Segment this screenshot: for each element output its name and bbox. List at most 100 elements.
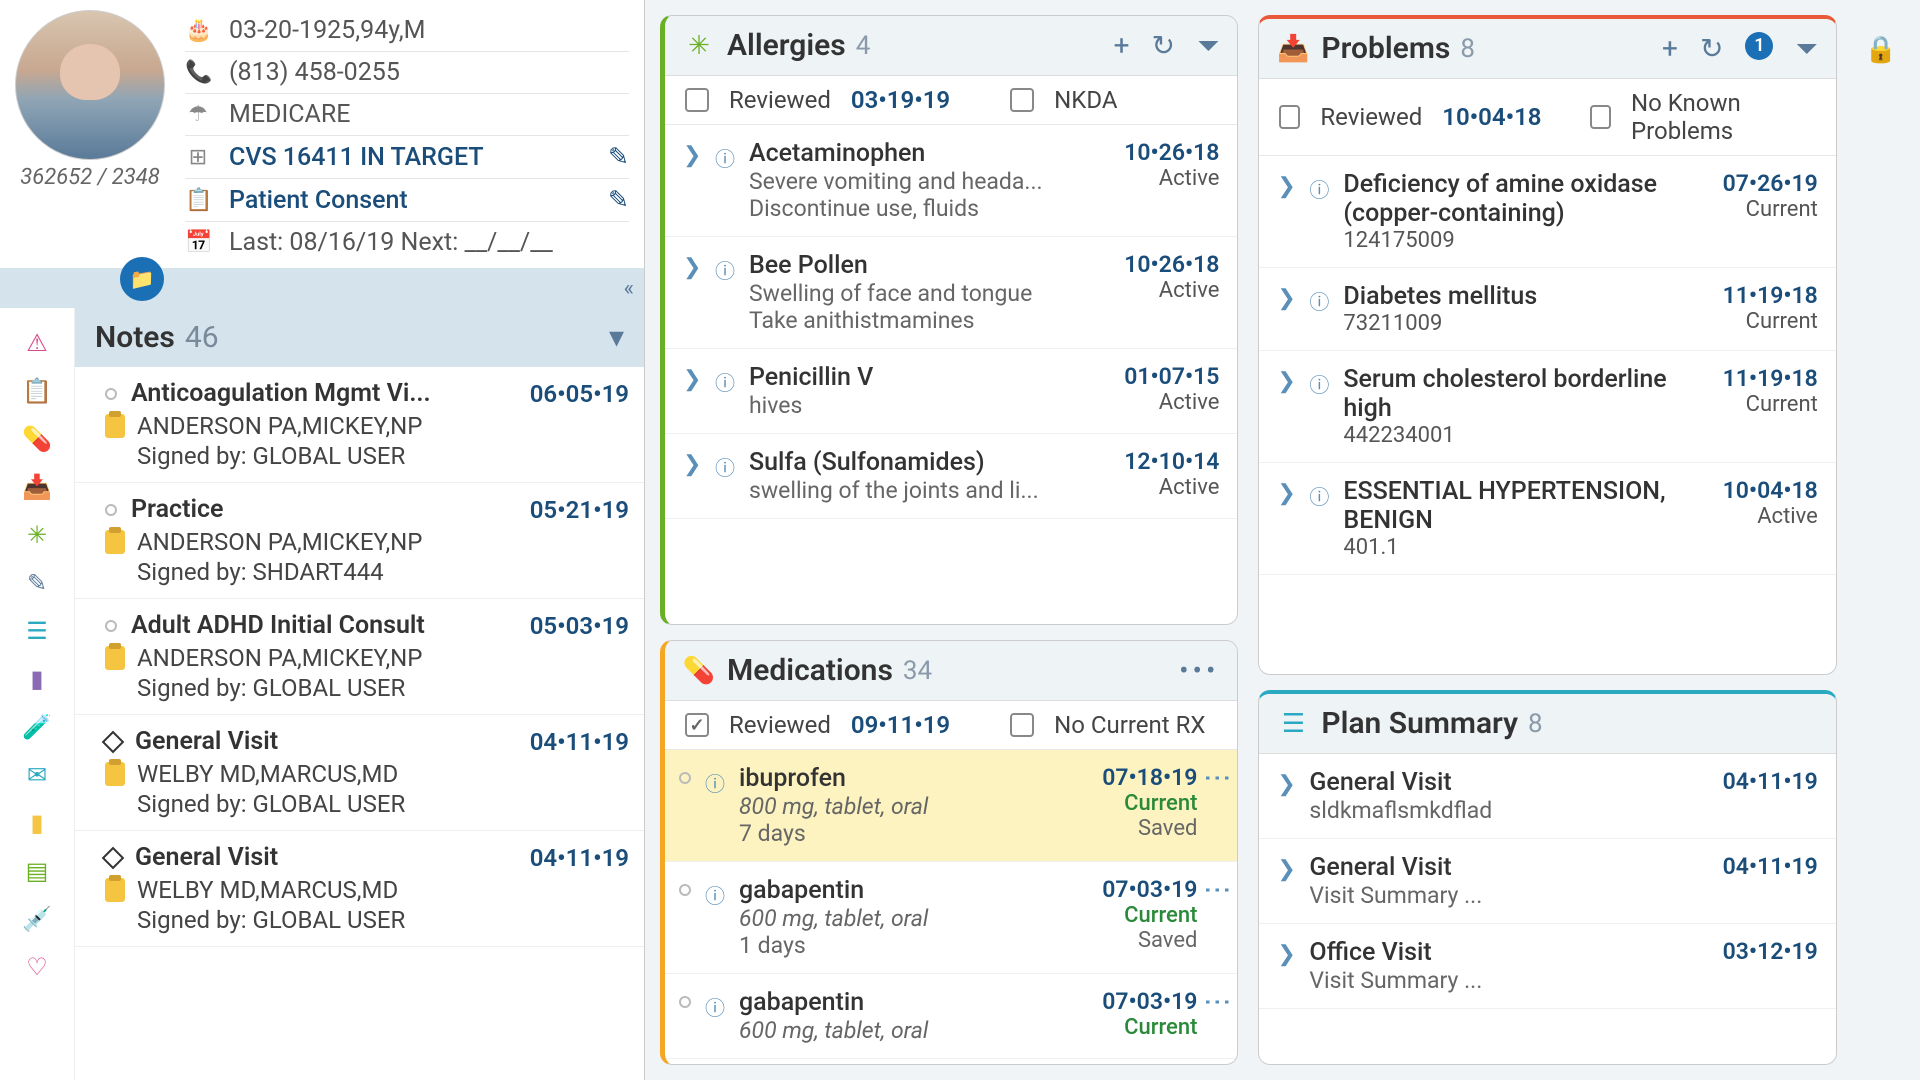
note-item[interactable]: Adult ADHD Initial Consult05•03•19 ANDER…: [75, 599, 644, 715]
chevron-icon[interactable]: ❯: [683, 255, 701, 334]
pencil-icon[interactable]: ✎: [22, 568, 52, 598]
history-allergy-icon[interactable]: ↻: [1152, 29, 1175, 63]
chevron-icon[interactable]: ❯: [1277, 857, 1295, 909]
history-problem-icon[interactable]: ↻: [1700, 32, 1723, 66]
problems-badge[interactable]: 1: [1745, 32, 1773, 60]
allergy-entry[interactable]: ❯ ⓘ Penicillin Vhives 01•07•15Active: [665, 349, 1237, 434]
allergies-reviewed-checkbox[interactable]: [685, 88, 709, 112]
chevron-icon[interactable]: ❯: [1277, 772, 1295, 824]
heart-icon[interactable]: ♡: [22, 952, 52, 982]
problem-entry[interactable]: ❯ ⓘ Serum cholesterol borderline high442…: [1259, 351, 1835, 463]
notes-dropdown-icon[interactable]: ▾: [609, 320, 624, 355]
medications-count: 34: [903, 656, 932, 686]
note-item[interactable]: General Visit04•11•19 WELBY MD,MARCUS,MD…: [75, 831, 644, 947]
medication-entry[interactable]: ⓘ gabapentin600 mg, tablet, oral 07•03•1…: [665, 974, 1237, 1059]
dob-text: 03-20-1925,94y,M: [229, 16, 426, 45]
info-icon[interactable]: ⓘ: [715, 143, 735, 222]
nkda-checkbox[interactable]: [1010, 88, 1034, 112]
pill-icon[interactable]: 💊: [22, 424, 52, 454]
chevron-icon[interactable]: ❯: [1277, 369, 1295, 448]
note-item[interactable]: General Visit04•11•19 WELBY MD,MARCUS,MD…: [75, 715, 644, 831]
medications-card: 💊 Medications 34 ••• Reviewed 09•11•19 N…: [660, 640, 1238, 1065]
problems-card: 📥 Problems 8 + ↻ 1 ⏷ Reviewed 10•04•18: [1258, 15, 1836, 675]
star-icon[interactable]: ✳: [22, 520, 52, 550]
alert-icon[interactable]: ⚠: [22, 328, 52, 358]
strip-lock-icon[interactable]: 🔒: [1865, 35, 1897, 65]
allergies-reviewed-label: Reviewed: [729, 86, 831, 114]
inbox-icon[interactable]: 📥: [22, 472, 52, 502]
info-icon[interactable]: ⓘ: [705, 992, 725, 1021]
add-problem-icon[interactable]: +: [1662, 32, 1678, 66]
add-allergy-icon[interactable]: +: [1114, 29, 1130, 63]
med-more-icon[interactable]: ⋮: [1211, 876, 1223, 900]
problem-entry[interactable]: ❯ ⓘ Diabetes mellitus73211009 11•19•18Cu…: [1259, 268, 1835, 351]
info-icon[interactable]: ⓘ: [705, 768, 725, 797]
info-icon[interactable]: ⓘ: [715, 452, 735, 504]
chevron-icon[interactable]: ❯: [1277, 942, 1295, 994]
med-more-icon[interactable]: ⋮: [1211, 988, 1223, 1012]
chevron-icon[interactable]: ❯: [683, 143, 701, 222]
filter-problem-icon[interactable]: ⏷: [1795, 32, 1817, 66]
clipboard-icon: 📋: [185, 188, 211, 213]
info-icon[interactable]: ⓘ: [705, 880, 725, 909]
problems-reviewed-label: Reviewed: [1320, 103, 1422, 131]
book-icon[interactable]: ▮: [22, 664, 52, 694]
chevron-icon[interactable]: ❯: [683, 452, 701, 504]
notes-count: 46: [185, 320, 219, 355]
chevron-icon[interactable]: ❯: [1277, 481, 1295, 560]
notes-header[interactable]: Notes 46 ▾: [75, 308, 644, 367]
medications-icon: 💊: [683, 655, 715, 687]
info-icon[interactable]: ⓘ: [715, 255, 735, 334]
consent-link[interactable]: Patient Consent: [229, 186, 408, 215]
noproblems-checkbox[interactable]: [1590, 105, 1611, 129]
norx-checkbox[interactable]: [1010, 713, 1034, 737]
list-icon[interactable]: ☰: [22, 616, 52, 646]
collapse-icon[interactable]: «: [624, 276, 634, 301]
chevron-icon[interactable]: ❯: [1277, 286, 1295, 336]
medication-entry[interactable]: ⓘ ibuprofen800 mg, tablet, oral7 days 07…: [665, 750, 1237, 862]
sticky-icon[interactable]: ▮: [22, 808, 52, 838]
info-icon[interactable]: ⓘ: [1309, 369, 1329, 448]
edit-pharmacy-icon[interactable]: ✎: [608, 142, 629, 172]
edit-consent-icon[interactable]: ✎: [608, 185, 629, 215]
plan-entry[interactable]: ❯ General VisitVisit Summary ... 04•11•1…: [1259, 839, 1835, 924]
problems-reviewed-checkbox[interactable]: [1279, 105, 1300, 129]
chevron-icon[interactable]: ❯: [683, 367, 701, 419]
mail-icon[interactable]: ✉: [22, 760, 52, 790]
allergies-icon: ✳: [683, 30, 715, 62]
medications-more-icon[interactable]: •••: [1179, 654, 1219, 687]
patient-avatar[interactable]: [15, 10, 165, 160]
problem-entry[interactable]: ❯ ⓘ Deficiency of amine oxidase (copper-…: [1259, 156, 1835, 268]
allergy-entry[interactable]: ❯ ⓘ Sulfa (Sulfonamides)swelling of the …: [665, 434, 1237, 519]
medication-entry[interactable]: ⓘ gabapentin600 mg, tablet, oral1 days 0…: [665, 862, 1237, 974]
allergy-entry[interactable]: ❯ ⓘ AcetaminophenSevere vomiting and hea…: [665, 125, 1237, 237]
plan-entry[interactable]: ❯ General Visitsldkmaflsmkdflad 04•11•19: [1259, 754, 1835, 839]
info-icon[interactable]: ⓘ: [715, 367, 735, 419]
info-icon[interactable]: ⓘ: [1309, 174, 1329, 253]
umbrella-icon: ☂: [185, 102, 211, 127]
grid-icon: ⊞: [185, 145, 211, 170]
chevron-icon[interactable]: ❯: [1277, 174, 1295, 253]
meds-reviewed-checkbox[interactable]: [685, 713, 709, 737]
note-item[interactable]: Anticoagulation Mgmt Vi...06•05•19 ANDER…: [75, 367, 644, 483]
lab-icon[interactable]: 🧪: [22, 712, 52, 742]
note-item[interactable]: Practice05•21•19 ANDERSON PA,MICKEY,NP S…: [75, 483, 644, 599]
med-more-icon[interactable]: ⋮: [1211, 764, 1223, 788]
pharmacy-link[interactable]: CVS 16411 IN TARGET: [229, 143, 484, 172]
syringe-icon[interactable]: 💉: [22, 904, 52, 934]
allergy-entry[interactable]: ❯ ⓘ Bee PollenSwelling of face and tongu…: [665, 237, 1237, 349]
allergies-title: Allergies: [727, 28, 846, 63]
doc-icon[interactable]: ▤: [22, 856, 52, 886]
meds-reviewed-label: Reviewed: [729, 711, 831, 739]
plan-card: ☰ Plan Summary 8 ❯ General Visitsldkmafl…: [1258, 690, 1836, 1065]
filter-allergy-icon[interactable]: ⏷: [1197, 29, 1219, 63]
plan-entry[interactable]: ❯ Office VisitVisit Summary ... 03•12•19: [1259, 924, 1835, 1009]
problems-title: Problems: [1321, 31, 1450, 66]
problems-icon: 📥: [1277, 33, 1309, 65]
info-icon[interactable]: ⓘ: [1309, 286, 1329, 336]
clipboard-rail-icon[interactable]: 📋: [22, 376, 52, 406]
allergies-reviewed-date: 03•19•19: [851, 86, 950, 114]
info-icon[interactable]: ⓘ: [1309, 481, 1329, 560]
folder-button[interactable]: 📁: [120, 257, 164, 301]
problem-entry[interactable]: ❯ ⓘ ESSENTIAL HYPERTENSION, BENIGN401.1 …: [1259, 463, 1835, 575]
